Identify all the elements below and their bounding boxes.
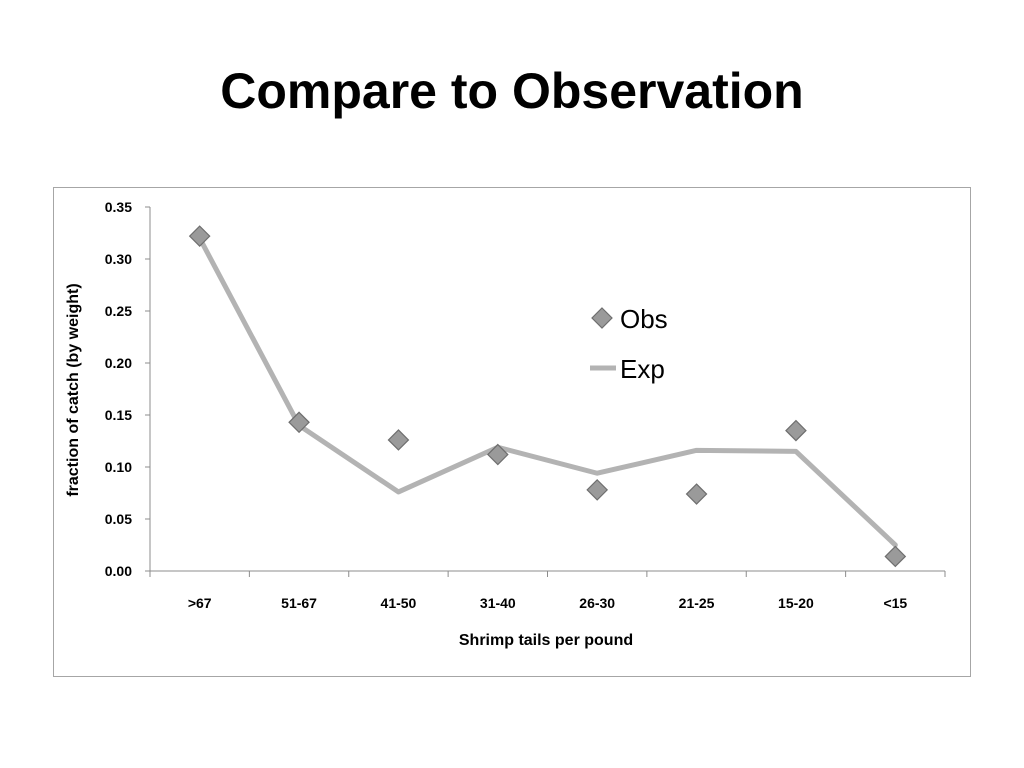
- y-tick-label: 0.15: [105, 407, 132, 423]
- legend-exp-label: Exp: [620, 354, 665, 384]
- x-tick-label: 41-50: [381, 595, 417, 611]
- obs-point: [685, 483, 708, 505]
- legend-obs-label: Obs: [620, 304, 668, 334]
- obs-point: [586, 479, 609, 501]
- plot-series: [188, 225, 907, 568]
- obs-point: [387, 429, 410, 451]
- chart-frame: [53, 187, 971, 677]
- y-tick-label: 0.30: [105, 251, 132, 267]
- y-tick-label: 0.05: [105, 511, 132, 527]
- x-tick-label: 15-20: [778, 595, 814, 611]
- slide-title: Compare to Observation: [220, 63, 804, 119]
- y-tick-label: 0.25: [105, 303, 132, 319]
- obs-point: [188, 225, 211, 247]
- obs-point: [785, 419, 807, 442]
- y-tick-label: 0.35: [105, 199, 132, 215]
- legend-obs-marker: [591, 307, 613, 329]
- x-tick-label: 51-67: [281, 595, 317, 611]
- legend: Obs Exp: [590, 304, 668, 384]
- x-tick-label: >67: [188, 595, 212, 611]
- obs-point: [288, 411, 310, 434]
- x-tick-label: 21-25: [679, 595, 715, 611]
- exp-series-line: [197, 235, 898, 548]
- y-axis: 0.00 0.05 0.10 0.15 0.20 0.25 0.30 0.35: [105, 199, 151, 579]
- x-axis-title: Shrimp tails per pound: [459, 632, 633, 649]
- y-tick-label: 0.00: [105, 563, 132, 579]
- obs-point: [884, 545, 907, 568]
- x-axis: >67 51-67 41-50 31-40 26-30 21-25 15-20 <15: [149, 570, 946, 611]
- y-tick-label: 0.10: [105, 459, 132, 475]
- y-axis-title: fraction of catch (by weight): [65, 283, 82, 496]
- x-tick-label: <15: [883, 595, 907, 611]
- y-tick-label: 0.20: [105, 355, 132, 371]
- x-tick-label: 31-40: [480, 595, 516, 611]
- x-tick-label: 26-30: [579, 595, 615, 611]
- obs-point: [486, 443, 509, 466]
